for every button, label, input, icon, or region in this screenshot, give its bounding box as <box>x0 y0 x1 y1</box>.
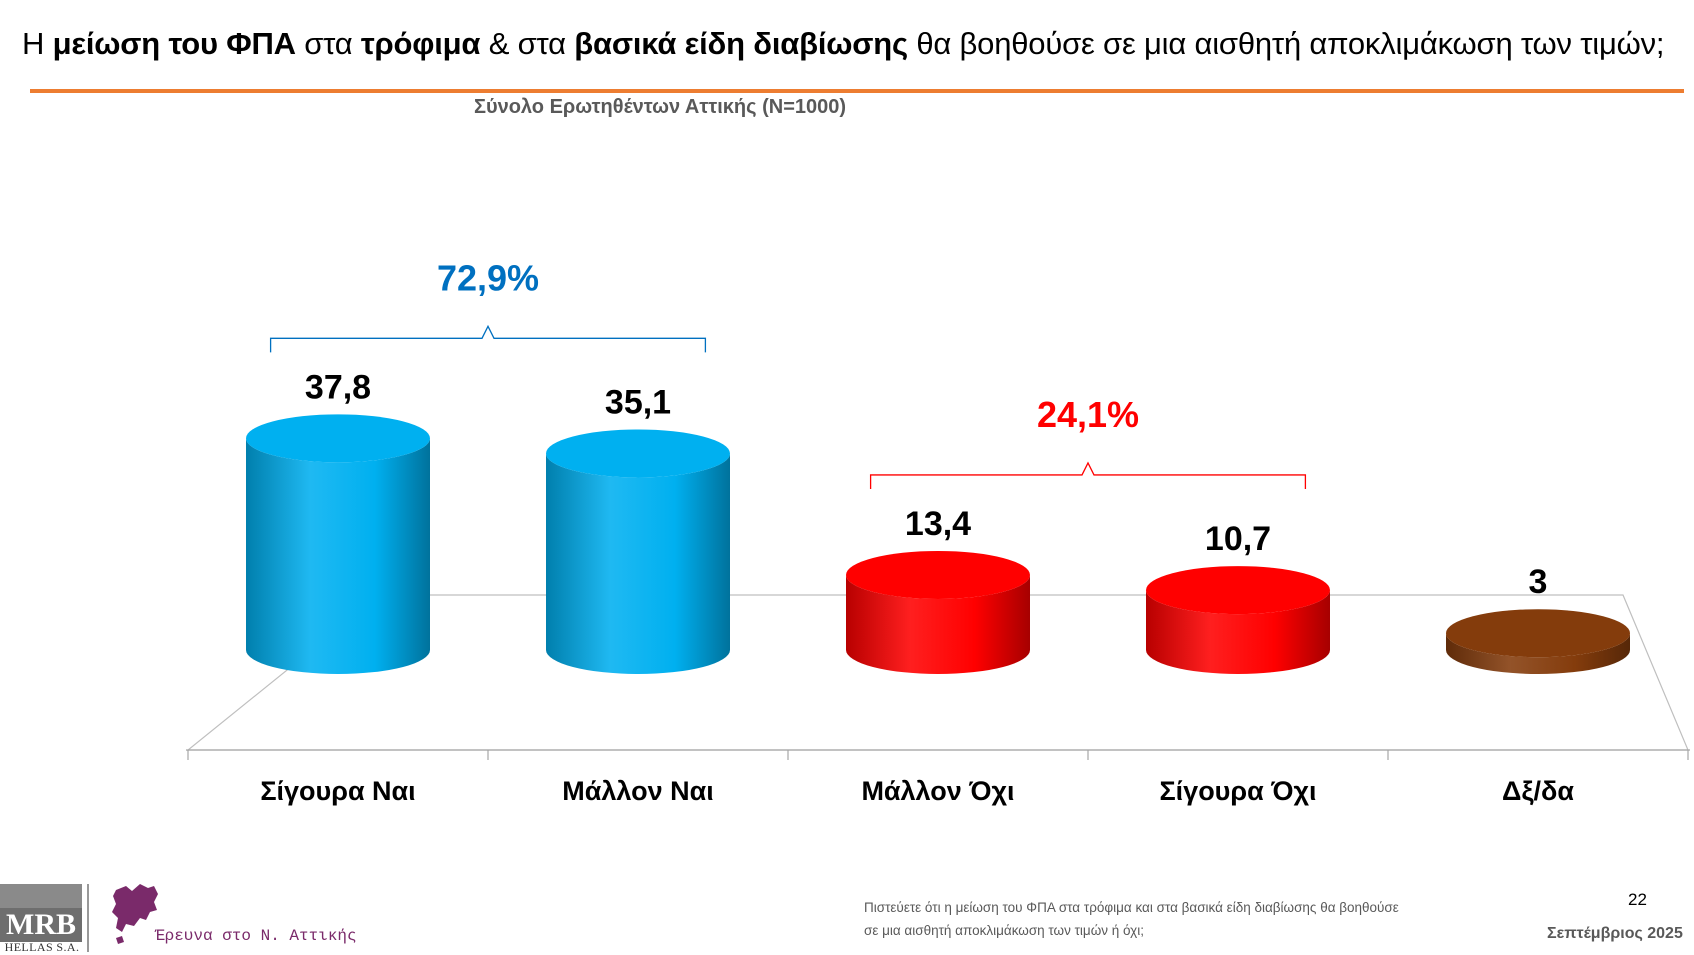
attica-map-icon <box>112 884 158 944</box>
title-underline <box>30 89 1684 93</box>
bar-1 <box>546 453 731 674</box>
mrb-logo-text: MRB <box>0 908 82 942</box>
chart-subtitle: Σύνολο Ερωτηθέντων Αττικής (N=1000) <box>473 96 847 118</box>
value-label-2: 13,4 <box>905 505 971 543</box>
attica-island-shape <box>116 936 124 944</box>
mrb-logo-subtext: HELLAS S.A. <box>4 940 80 954</box>
value-label-3: 10,7 <box>1205 520 1271 558</box>
bar-2 <box>846 574 1030 674</box>
attica-survey-label: Έρευνα στο Ν. Αττικής <box>155 927 357 945</box>
bar-top-2 <box>846 550 1030 599</box>
category-label-0: Σίγουρα Ναι <box>260 776 415 806</box>
bar-0 <box>246 438 430 674</box>
group-total-label-1: 24,1% <box>1037 394 1139 435</box>
group-bracket-1 <box>869 461 1307 489</box>
title-part-1: μείωση του ΦΠΑ <box>52 26 296 61</box>
value-label-4: 3 <box>1529 563 1548 601</box>
mrb-logo-bar <box>0 884 82 910</box>
value-label-1: 35,1 <box>605 383 671 421</box>
bar-top-1 <box>546 429 730 478</box>
bars <box>246 414 1630 674</box>
mrb-logo: MRB HELLAS S.A. <box>0 880 84 954</box>
question-footnote: Πιστεύετε ότι η μείωση του ΦΠΑ στα τρόφι… <box>864 896 1504 942</box>
bar-top-3 <box>1146 566 1330 615</box>
title-part-2: στα <box>295 26 361 61</box>
category-label-1: Μάλλον Ναι <box>562 776 713 806</box>
title-part-6: θα βοηθούσε σε μια αισθητή αποκλιμάκωση … <box>907 26 1665 61</box>
category-label-3: Σίγουρα Όχι <box>1159 776 1316 806</box>
category-label-4: Δξ/δα <box>1502 776 1574 806</box>
group-total-label-0: 72,9% <box>437 257 539 298</box>
question-line-1: Πιστεύετε ότι η μείωση του ΦΠΑ στα τρόφι… <box>864 900 1399 915</box>
bar-3 <box>1146 590 1330 674</box>
group-bracket-0 <box>269 324 707 353</box>
group-brackets: 72,9% 24,1% <box>269 257 1307 489</box>
question-line-2: σε μια αισθητή αποκλιμάκωση των τιμών ή … <box>864 923 1144 938</box>
page-number: 22 <box>1628 890 1647 909</box>
bar-top-4 <box>1446 609 1630 658</box>
bar-4 <box>1446 633 1630 674</box>
value-label-0: 37,8 <box>305 368 371 406</box>
survey-date: Σεπτέμβριος 2025 <box>1547 925 1683 942</box>
bar-top-0 <box>246 414 430 463</box>
title-part-0: Η <box>22 26 53 61</box>
category-label-2: Μάλλον Όχι <box>861 776 1014 806</box>
title-part-3: τρόφιμα <box>360 26 481 61</box>
title-part-4: & στα <box>480 26 575 61</box>
attica-map-shape <box>112 884 158 932</box>
x-axis-ticks <box>187 750 1689 760</box>
bar-chart: 72,9% 24,1% 37,8 Σίγουρα Ναι 35,1 Μάλλον Ναι… <box>186 257 1690 806</box>
logo-separator <box>87 884 89 952</box>
labels: 37,8 Σίγουρα Ναι 35,1 Μάλλον Ναι 13,4 Μάλλον … <box>260 368 1574 806</box>
page-title: Η μείωση του ΦΠΑ στα τρόφιμα & στα βασικ… <box>22 24 1682 64</box>
title-part-5: βασικά είδη διαβίωσης <box>574 26 908 61</box>
